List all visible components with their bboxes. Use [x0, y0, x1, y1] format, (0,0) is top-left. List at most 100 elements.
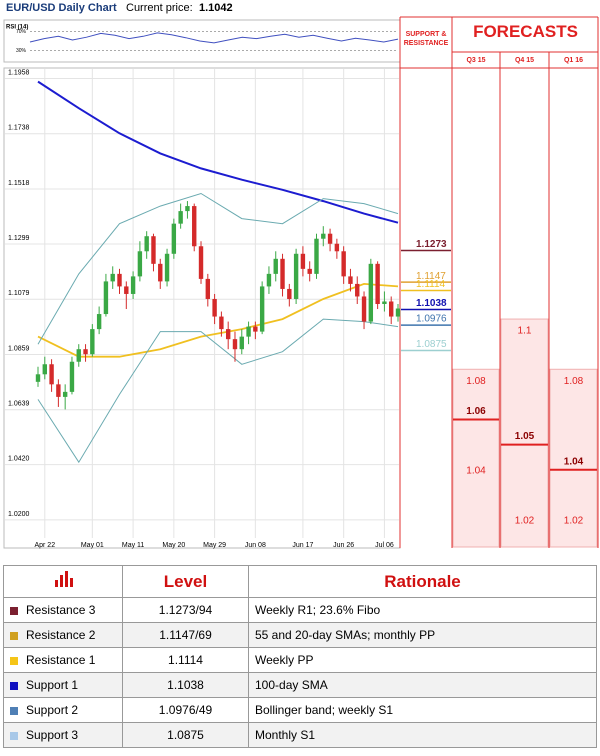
table-row: Resistance 3 1.1273/94 Weekly R1; 23.6% Fi… — [3, 597, 597, 623]
rsi-line — [29, 32, 399, 44]
color-swatch — [10, 656, 18, 665]
candle-body — [96, 314, 102, 330]
overlay-line — [37, 192, 399, 345]
table-cell: Monthly S1 — [248, 722, 597, 748]
table-cell: Bollinger band; weekly S1 — [248, 697, 597, 723]
candle-body — [212, 298, 217, 317]
candle-body — [314, 238, 319, 274]
candle-body — [76, 349, 81, 362]
cell-text: Monthly S1 — [255, 728, 316, 742]
level-label: 1.0875 — [416, 339, 447, 350]
candle-body — [185, 206, 190, 212]
cell-text: 1.1273/94 — [158, 603, 213, 617]
forecast-range — [452, 368, 500, 548]
candle-body — [253, 326, 258, 332]
candle-body — [103, 281, 109, 315]
quarter-label: Q1 16 — [564, 57, 583, 64]
price-label: Current price: — [126, 2, 193, 14]
candle-body — [287, 288, 292, 299]
quarter-label: Q3 15 — [466, 57, 485, 64]
table-cell: 1.0875 — [122, 722, 249, 748]
table-row: Support 3 1.0875 Monthly S1 — [3, 722, 597, 748]
candle-body — [198, 246, 204, 279]
color-swatch — [10, 606, 18, 615]
y-tick-label: 1.0639 — [8, 401, 30, 408]
forecast-low: 1.02 — [564, 516, 584, 527]
cell-text: Resistance 3 — [26, 603, 96, 617]
cell-text: 1.1147/69 — [159, 628, 212, 642]
levels-header: SUPPORT & RESISTANCE — [403, 31, 449, 47]
candle-body — [90, 329, 95, 355]
candle-body — [232, 339, 238, 350]
icon-cell — [3, 565, 123, 598]
chart: 1.0200 1.0420 1.0639 1.0859 1.1079 1.1299 1.15… — [3, 16, 599, 549]
cell-text: Support 1 — [26, 678, 79, 692]
candle-body — [42, 364, 47, 375]
cell-text: Resistance 2 — [26, 628, 96, 642]
table-cell: Resistance 1 — [3, 647, 123, 673]
table-cell: Support 1 — [3, 672, 123, 698]
forecast-low: 1.02 — [515, 516, 535, 527]
candle-body — [246, 326, 251, 337]
table-cell: 55 and 20-day SMAs; monthly PP — [248, 622, 597, 648]
candle-body — [307, 268, 312, 274]
cell-text: Support 2 — [26, 703, 79, 717]
candle-body — [69, 361, 75, 392]
cell-text: 100-day SMA — [255, 678, 328, 692]
rsi-tick-label: 30% — [16, 48, 27, 54]
x-tick-label: Jun 17 — [292, 542, 313, 549]
candle-body — [395, 308, 401, 317]
x-tick-label: Jun 08 — [245, 542, 266, 549]
candle-body — [110, 273, 115, 282]
table-cell: 1.1114 — [122, 647, 249, 673]
header-cell: Rationale — [248, 565, 597, 598]
candle-body — [382, 301, 387, 304]
table-row: Resistance 2 1.1147/69 55 and 20-day SMAs;… — [3, 622, 597, 648]
candle-body — [49, 364, 54, 385]
current-price: 1.1042 — [199, 2, 233, 14]
cell-text: Support 3 — [26, 728, 79, 742]
forecast-range — [549, 368, 598, 548]
y-tick-label: 1.1079 — [8, 290, 30, 297]
candle-body — [259, 286, 265, 332]
forecast-grid — [399, 16, 599, 548]
candle-body — [83, 349, 88, 355]
level-label: 1.1273 — [416, 239, 447, 250]
x-tick-label: May 20 — [162, 542, 185, 549]
candle-body — [293, 253, 299, 299]
y-tick-label: 1.1958 — [8, 69, 30, 76]
candle-body — [178, 211, 183, 224]
cell-text: 1.0875 — [167, 728, 204, 742]
bar-icon — [55, 571, 73, 587]
candle-body — [124, 286, 129, 294]
x-tick-label: May 29 — [203, 542, 226, 549]
table-cell: Support 3 — [3, 722, 123, 748]
candle-body — [158, 263, 163, 282]
candle-body — [205, 278, 211, 299]
candle-body — [368, 263, 374, 322]
forecast-point-label: 1.05 — [515, 431, 535, 442]
y-tick-label: 1.1518 — [8, 180, 30, 187]
candle-body — [164, 253, 170, 282]
cell-text: Weekly R1; 23.6% Fibo — [255, 603, 381, 617]
forecast-range — [500, 318, 549, 548]
candle-body — [56, 384, 61, 397]
y-tick-label: 1.1738 — [8, 125, 30, 132]
color-swatch — [10, 631, 18, 640]
candle-body — [171, 223, 177, 254]
table-cell: Weekly PP — [248, 647, 597, 673]
candle-body — [361, 296, 367, 322]
candle-body — [375, 263, 380, 304]
candle-body — [348, 276, 353, 284]
y-tick-label: 1.0420 — [8, 456, 30, 463]
color-swatch — [10, 706, 18, 715]
x-tick-label: May 01 — [81, 542, 104, 549]
table-cell: Resistance 3 — [3, 597, 123, 623]
candle-body — [327, 233, 333, 244]
candle-body — [341, 251, 346, 277]
candle-body — [300, 253, 306, 269]
candle-body — [225, 329, 231, 340]
level-label: 1.1038 — [416, 298, 447, 309]
forecast-high: 1.1 — [518, 326, 532, 337]
overlay-line — [37, 80, 399, 224]
